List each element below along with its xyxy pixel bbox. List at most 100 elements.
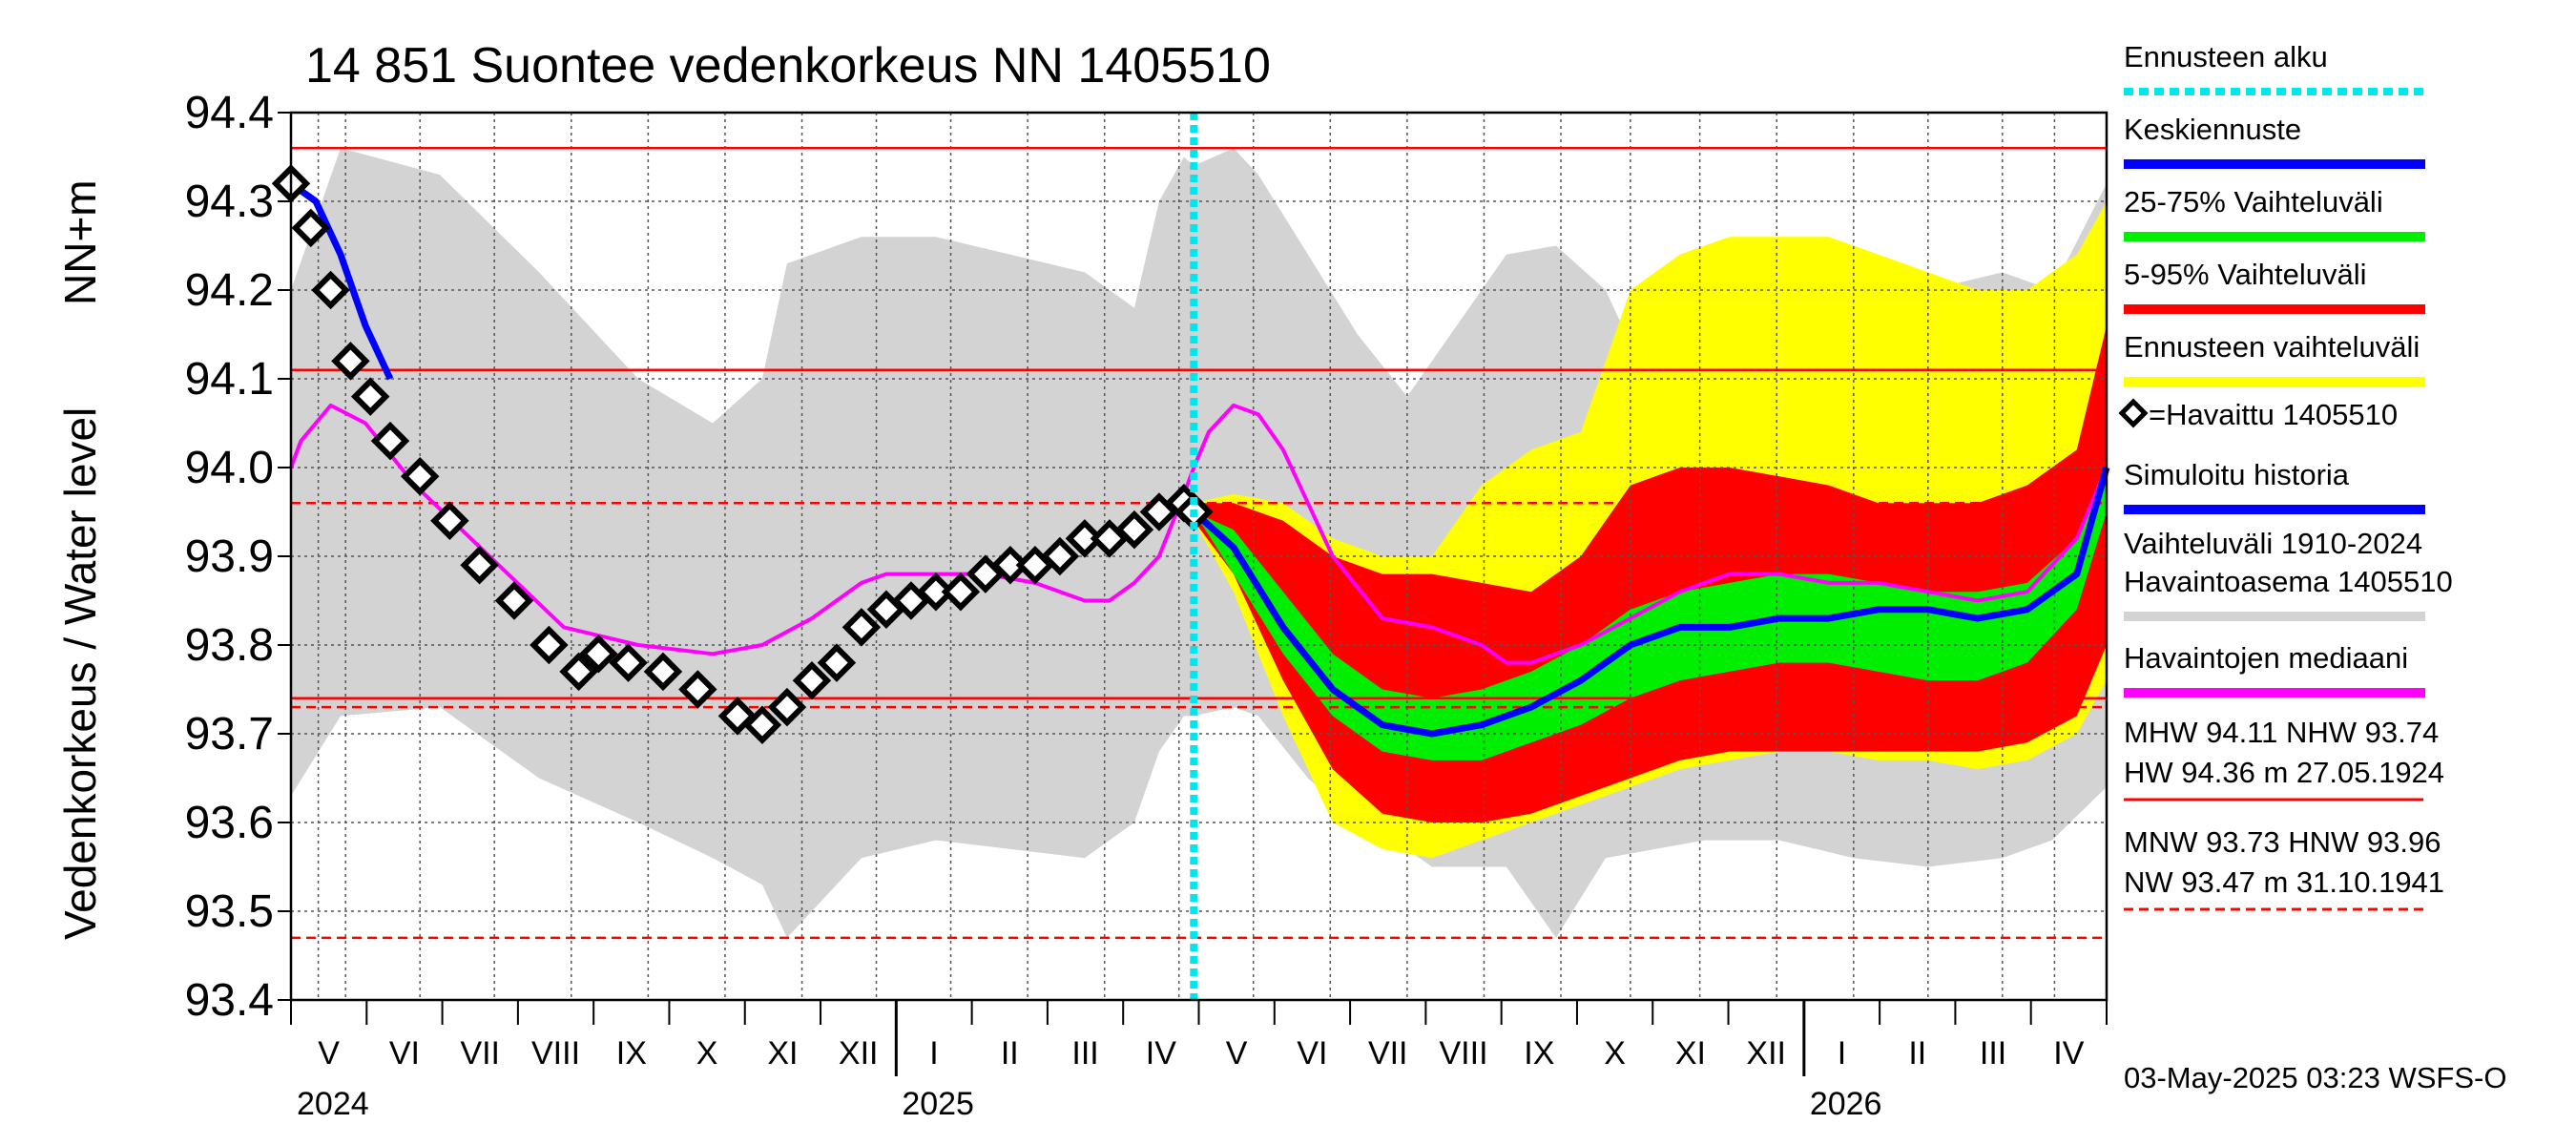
y-tick-label: 94.2 [185, 265, 274, 316]
observed-markers [271, 164, 1214, 744]
legend-item: Simuloitu historia [2124, 458, 2425, 514]
observed-point [494, 581, 534, 620]
observed-point [530, 625, 569, 665]
stats-line-4: NW 93.47 m 31.10.1941 [2124, 865, 2444, 899]
month-label: VIII [531, 1035, 580, 1072]
y-tick-label: 93.4 [185, 975, 274, 1026]
stats-line-3: MNW 93.73 HNW 93.96 [2124, 825, 2441, 859]
year-label: 2026 [1810, 1086, 1882, 1122]
y-axis-label: Vedenkorkeus / Water level [55, 407, 105, 940]
y-tick-label: 94.0 [185, 443, 274, 493]
observed-point [331, 342, 370, 381]
observed-point [990, 546, 1030, 585]
legend-label: Ennusteen vaihteluväli [2124, 330, 2420, 364]
month-label: VI [1297, 1035, 1327, 1072]
legend-label: Keskiennuste [2124, 113, 2301, 146]
x-axis: V VI VII VIII IX X XI XII I II III IV V VI VII VIII IX X X… [290, 1000, 2108, 1122]
observed-point [841, 608, 882, 647]
legend-item: Keskiennuste [2124, 113, 2425, 169]
month-label: V [1226, 1035, 1248, 1072]
month-label: III [1980, 1035, 2006, 1072]
month-label: X [1604, 1035, 1626, 1072]
legend-item: Ennusteen alku [2124, 40, 2425, 95]
legend-label: Vaihteluväli 1910-2024 [2124, 527, 2422, 560]
month-label: VI [389, 1035, 420, 1072]
y-tick-label: 94.3 [185, 177, 274, 227]
legend-label: Havaintojen mediaani [2124, 641, 2408, 675]
y-tick-label: 93.9 [185, 531, 274, 582]
legend-item: Ennusteen vaihteluväli [2124, 330, 2425, 386]
y-axis-unit-label: NN+m [55, 179, 105, 305]
month-label: XII [1746, 1035, 1786, 1072]
year-label: 2024 [297, 1086, 369, 1122]
observed-point [678, 670, 717, 709]
y-tick-label: 93.6 [185, 798, 274, 848]
series-keskiennuste [1191, 467, 2110, 738]
month-label: VIII [1440, 1035, 1488, 1072]
legend-label: Ennusteen alku [2124, 40, 2328, 73]
month-label: IX [616, 1035, 647, 1072]
stats-line-2: HW 94.36 m 27.05.1924 [2124, 756, 2444, 789]
observed-point [559, 652, 598, 692]
observed-point [579, 635, 618, 674]
month-label: IV [1146, 1035, 1176, 1072]
observed-point [370, 421, 410, 461]
month-label: I [1838, 1035, 1846, 1072]
y-tick-label: 94.1 [185, 354, 274, 405]
legend-label: 5-95% Vaihteluväli [2124, 258, 2366, 291]
month-label: VII [460, 1035, 500, 1072]
observed-point [460, 546, 499, 585]
y-tick-label: 93.8 [185, 620, 274, 671]
legend-label: 25-75% Vaihteluväli [2124, 185, 2383, 219]
legend-item: 5-95% Vaihteluväli [2124, 258, 2425, 314]
observed-point [609, 643, 648, 682]
month-label: VII [1368, 1035, 1408, 1072]
legend-label: =Havaittu 1405510 [2149, 398, 2398, 431]
footer-timestamp: 03-May-2025 03:23 WSFS-O [2124, 1061, 2506, 1094]
observed-point [291, 208, 331, 248]
observed-point [1040, 536, 1080, 576]
month-label: V [318, 1035, 340, 1072]
legend-item: =Havaittu 1405510 [2118, 398, 2398, 431]
y-tick-label: 93.5 [185, 886, 274, 937]
observed-point [916, 572, 956, 612]
legend: Ennusteen alku Keskiennuste 25-75% Vaihtel… [2118, 40, 2453, 697]
observed-point [941, 572, 981, 612]
observed-point [717, 697, 758, 736]
legend-item: 25-75% Vaihteluväli [2124, 185, 2425, 241]
legend-label: Simuloitu historia [2124, 458, 2350, 491]
chart-title: 14 851 Suontee vedenkorkeus NN 1405510 [305, 38, 1271, 94]
month-label: XI [767, 1035, 798, 1072]
plot-area [271, 111, 2110, 1002]
month-label: I [929, 1035, 938, 1072]
observed-point [350, 377, 390, 416]
observed-point [792, 660, 832, 700]
observed-point [1065, 519, 1105, 558]
month-label: XI [1675, 1035, 1706, 1072]
observed-point [1114, 510, 1154, 550]
observed-point [817, 643, 857, 682]
month-label: IV [2053, 1035, 2084, 1072]
observed-point [400, 457, 440, 496]
observed-point [311, 270, 350, 310]
legend-item: Havaintojen mediaani [2124, 641, 2425, 697]
observed-point [643, 652, 683, 692]
stats-line-1: MHW 94.11 NHW 93.74 [2124, 716, 2439, 749]
series-simuloitu [288, 180, 394, 381]
year-label: 2025 [902, 1086, 974, 1122]
month-label: II [1908, 1035, 1926, 1072]
observed-point [430, 501, 469, 541]
legend-label: Havaintoasema 1405510 [2124, 565, 2453, 598]
month-label: XII [839, 1035, 879, 1072]
month-label: II [1001, 1035, 1019, 1072]
band-25-75% [1194, 476, 2107, 760]
legend-item: Vaihteluväli 1910-2024 Havaintoasema 140… [2124, 527, 2453, 621]
month-label: III [1071, 1035, 1098, 1072]
y-axis-ticks: 93.4 93.5 93.6 93.7 93.8 93.9 94.0 94.1 94.2 94.3… [185, 88, 291, 1026]
month-label: X [696, 1035, 718, 1072]
legend-marker [2118, 398, 2149, 428]
y-tick-label: 94.4 [185, 88, 274, 138]
y-tick-label: 93.7 [185, 709, 274, 760]
observed-point [742, 705, 782, 744]
